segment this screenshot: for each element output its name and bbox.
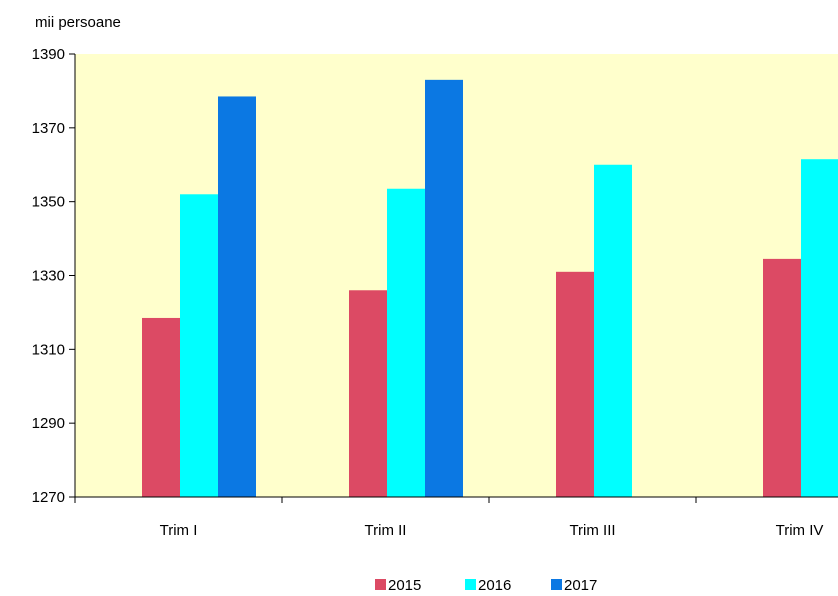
bar-2017-trim-ii [425, 79, 463, 497]
x-tick-label: Trim III [569, 522, 615, 539]
y-tick-label: 1350 [32, 194, 65, 211]
x-axis: Trim I Trim II Trim III Trim IV [74, 496, 838, 539]
bar-2015-trim-iii [556, 271, 594, 497]
y-tick-label: 1270 [32, 489, 65, 506]
legend-swatch-2016 [465, 579, 476, 590]
y-tick-label: 1370 [32, 120, 65, 137]
y-axis: 1270 1290 1310 1330 1350 1370 1390 [32, 46, 76, 506]
unit-label: mii persoane [35, 14, 121, 31]
legend-swatch-2017 [551, 579, 562, 590]
y-tick-label: 1310 [32, 341, 65, 358]
bar-2015-trim-ii [349, 290, 387, 497]
bar-2016-trim-iii [594, 164, 632, 497]
bar-2017-trim-i [218, 96, 256, 498]
legend-swatch-2015 [375, 579, 386, 590]
y-tick-label: 1330 [32, 268, 65, 285]
bar-2016-trim-iv [801, 159, 838, 497]
legend-label-2016: 2016 [478, 577, 511, 594]
legend-label-2015: 2015 [388, 577, 421, 594]
legend: 2015 2016 2017 [375, 577, 597, 594]
x-tick-label: Trim I [160, 522, 198, 539]
bar-2015-trim-i [142, 317, 180, 497]
legend-label-2017: 2017 [564, 577, 597, 594]
y-tick-label: 1290 [32, 415, 65, 432]
bars-group [142, 79, 838, 498]
x-tick-label: Trim IV [776, 522, 824, 539]
bar-2015-trim-iv [763, 258, 801, 497]
bar-2016-trim-ii [387, 188, 425, 497]
y-tick-label: 1390 [32, 46, 65, 63]
x-tick-label: Trim II [365, 522, 407, 539]
bar-2016-trim-i [180, 194, 218, 498]
